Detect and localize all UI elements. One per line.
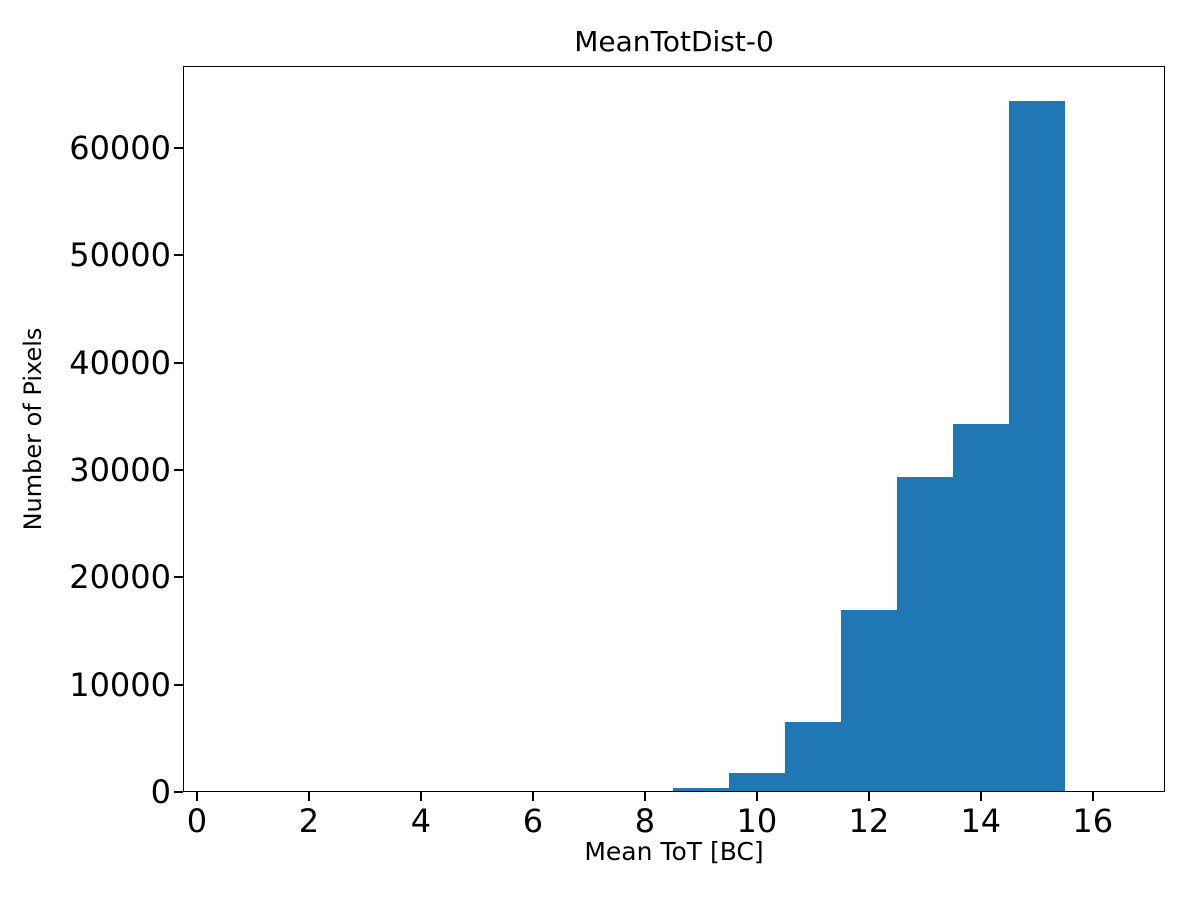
y-tick-label: 50000 [69,236,171,275]
histogram-bar-6 [1008,101,1065,791]
plot-area [183,66,1165,792]
x-tick-mark [1091,792,1094,801]
y-tick-mark [174,469,183,472]
x-tick-mark [867,792,870,801]
y-tick-mark [174,147,183,150]
histogram-bar-5 [952,424,1009,791]
x-tick-mark [195,792,198,801]
x-tick-mark [531,792,534,801]
y-tick-mark [174,254,183,257]
histogram-bar-1 [728,772,785,791]
x-tick-mark [419,792,422,801]
x-tick-label: 4 [410,802,432,840]
chart-title: MeanTotDist-0 [574,25,774,58]
x-axis-label: Mean ToT [BC] [584,837,764,866]
x-tick-label: 0 [186,802,208,840]
x-tick-label: 8 [634,802,656,840]
y-tick-label: 30000 [69,451,171,490]
histogram-bar-0 [672,787,729,791]
x-tick-label: 10 [736,802,778,840]
y-tick-label: 40000 [69,343,171,382]
y-tick-label: 0 [150,773,171,811]
y-tick-label: 20000 [69,558,171,597]
y-tick-label: 60000 [69,129,171,168]
x-tick-mark [643,792,646,801]
y-tick-mark [174,683,183,686]
histogram-bar-3 [840,609,897,791]
y-tick-mark [174,576,183,579]
histogram-bar-4 [896,476,953,791]
y-tick-mark [174,361,183,364]
y-tick-label: 10000 [69,665,171,704]
x-tick-label: 2 [298,802,320,840]
x-tick-label: 12 [848,802,890,840]
x-tick-label: 6 [522,802,544,840]
y-tick-mark [174,791,183,793]
x-tick-label: 14 [960,802,1002,840]
x-tick-mark [307,792,310,801]
histogram-bar-2 [784,722,841,791]
x-tick-mark [979,792,982,801]
x-tick-mark [755,792,758,801]
x-tick-label: 16 [1072,802,1114,840]
